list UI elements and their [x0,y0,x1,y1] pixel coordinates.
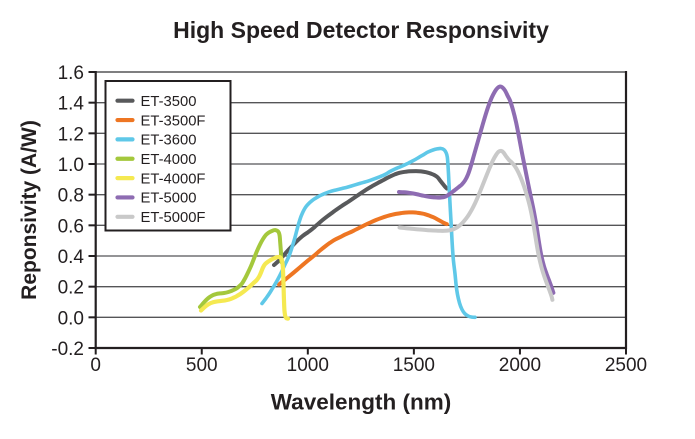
svg-text:Reponsivity (A/W): Reponsivity (A/W) [18,120,41,300]
svg-text:ET-3600: ET-3600 [141,133,197,149]
svg-text:Wavelength (nm): Wavelength (nm) [271,390,451,415]
svg-text:0.8: 0.8 [58,186,84,207]
svg-text:0: 0 [90,355,101,376]
svg-text:0.0: 0.0 [58,308,84,329]
svg-text:1.6: 1.6 [58,63,84,84]
svg-text:0.2: 0.2 [58,278,84,299]
svg-text:-0.2: -0.2 [51,339,84,360]
svg-text:1.0: 1.0 [58,155,84,176]
svg-text:0.4: 0.4 [58,247,85,268]
svg-text:ET-3500F: ET-3500F [141,113,206,129]
svg-text:0.6: 0.6 [58,216,84,237]
svg-text:500: 500 [186,355,218,376]
svg-text:2500: 2500 [605,355,647,376]
svg-text:1000: 1000 [287,355,329,376]
svg-text:1.2: 1.2 [58,124,84,145]
svg-text:ET-3500: ET-3500 [141,94,197,110]
svg-text:ET-5000: ET-5000 [141,191,197,207]
svg-text:High Speed Detector Responsivi: High Speed Detector Responsivity [173,17,549,43]
svg-text:1500: 1500 [393,355,435,376]
svg-text:ET-4000F: ET-4000F [141,171,206,187]
svg-text:ET-5000F: ET-5000F [141,210,206,226]
svg-text:1.4: 1.4 [58,94,85,115]
svg-text:2000: 2000 [499,355,541,376]
svg-text:ET-4000: ET-4000 [141,152,197,168]
